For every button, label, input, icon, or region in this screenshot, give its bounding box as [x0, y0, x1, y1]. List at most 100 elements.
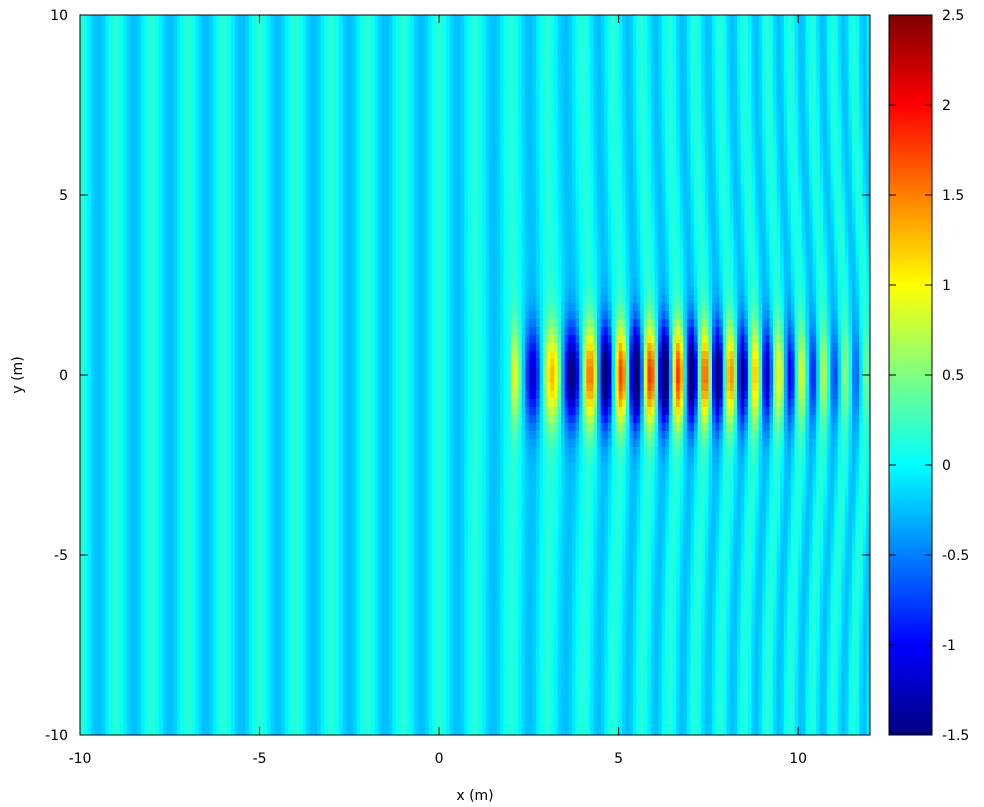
heatmap-cell	[704, 175, 710, 184]
heatmap-cell	[97, 39, 103, 48]
heatmap-cell	[794, 119, 799, 128]
heatmap-cell	[435, 111, 440, 120]
heatmap-cell	[841, 175, 846, 184]
heatmap-cell	[776, 111, 781, 120]
heatmap-cell	[579, 103, 584, 112]
heatmap-cell	[510, 79, 516, 88]
heatmap-cell	[622, 111, 627, 120]
heatmap-cell	[554, 183, 559, 192]
heatmap-cell	[791, 183, 796, 192]
heatmap-cell	[270, 191, 275, 200]
heatmap-cell	[571, 47, 577, 56]
heatmap-cell	[108, 191, 113, 200]
heatmap-cell	[176, 31, 182, 40]
heatmap-cell	[442, 39, 447, 48]
heatmap-cell	[148, 135, 153, 144]
heatmap-cell	[327, 39, 332, 48]
heatmap-cell	[554, 87, 559, 96]
heatmap-cell	[194, 183, 200, 192]
heatmap-cell	[338, 63, 343, 72]
heatmap-cell	[370, 79, 376, 88]
heatmap-cell	[413, 119, 419, 128]
heatmap-cell	[334, 63, 340, 72]
heatmap-cell	[449, 119, 455, 128]
heatmap-cell	[223, 167, 228, 176]
heatmap-cell	[166, 95, 171, 104]
heatmap-cell	[442, 63, 447, 72]
heatmap-cell	[518, 191, 523, 200]
heatmap-cell	[105, 151, 110, 160]
heatmap-cell	[500, 151, 505, 160]
heatmap-cell	[582, 87, 587, 96]
heatmap-cell	[866, 63, 870, 72]
heatmap-cell	[758, 167, 763, 176]
heatmap-cell	[220, 151, 225, 160]
heatmap-cell	[338, 127, 343, 136]
heatmap-cell	[600, 31, 605, 40]
heatmap-cell	[557, 191, 562, 200]
heatmap-cell	[765, 183, 771, 192]
heatmap-cell	[643, 31, 648, 40]
heatmap-cell	[439, 103, 444, 112]
heatmap-cell	[133, 119, 139, 128]
heatmap-cell	[270, 151, 275, 160]
heatmap-cell	[320, 55, 325, 64]
heatmap-cell	[87, 175, 92, 184]
heatmap-cell	[302, 191, 307, 200]
heatmap-cell	[722, 71, 727, 80]
heatmap-cell	[629, 183, 634, 192]
heatmap-cell	[525, 167, 530, 176]
heatmap-cell	[356, 79, 361, 88]
heatmap-cell	[108, 103, 113, 112]
heatmap-cell	[126, 111, 131, 120]
heatmap-cell	[528, 103, 534, 112]
heatmap-cell	[317, 39, 322, 48]
heatmap-cell	[133, 167, 139, 176]
heatmap-cell	[133, 15, 139, 24]
heatmap-cell	[683, 143, 688, 152]
heatmap-cell	[600, 23, 605, 32]
heatmap-cell	[291, 95, 297, 104]
heatmap-cell	[672, 143, 677, 152]
heatmap-cell	[263, 111, 268, 120]
heatmap-cell	[80, 31, 85, 40]
heatmap-cell	[834, 23, 839, 32]
heatmap-cell	[198, 111, 203, 120]
heatmap-cell	[482, 79, 487, 88]
heatmap-cell	[166, 87, 171, 96]
heatmap-cell	[629, 79, 634, 88]
heatmap-cell	[446, 151, 451, 160]
heatmap-cell	[126, 63, 131, 72]
heatmap-cell	[234, 191, 239, 200]
heatmap-cell	[600, 103, 605, 112]
heatmap-cell	[255, 63, 261, 72]
heatmap-cell	[636, 119, 641, 128]
heatmap-cell	[794, 39, 799, 48]
heatmap-cell	[108, 167, 113, 176]
heatmap-cell	[212, 71, 218, 80]
heatmap-cell	[758, 95, 763, 104]
heatmap-cell	[230, 151, 236, 160]
heatmap-cell	[155, 63, 160, 72]
heatmap-cell	[521, 63, 526, 72]
heatmap-cell	[115, 175, 121, 184]
heatmap-cell	[765, 63, 771, 72]
heatmap-cell	[740, 47, 745, 56]
heatmap-cell	[550, 95, 555, 104]
heatmap-cell	[586, 31, 591, 40]
heatmap-cell	[431, 63, 437, 72]
heatmap-cell	[410, 151, 415, 160]
heatmap-cell	[582, 63, 587, 72]
heatmap-cell	[313, 103, 318, 112]
heatmap-cell	[650, 23, 656, 32]
heatmap-cell	[227, 103, 232, 112]
heatmap-cell	[439, 15, 444, 24]
heatmap-cell	[787, 15, 792, 24]
heatmap-cell	[381, 95, 386, 104]
heatmap-cell	[338, 143, 343, 152]
heatmap-cell	[794, 79, 799, 88]
heatmap-cell	[374, 119, 379, 128]
heatmap-cell	[87, 127, 92, 136]
heatmap-cell	[665, 143, 670, 152]
heatmap-cell	[392, 79, 397, 88]
